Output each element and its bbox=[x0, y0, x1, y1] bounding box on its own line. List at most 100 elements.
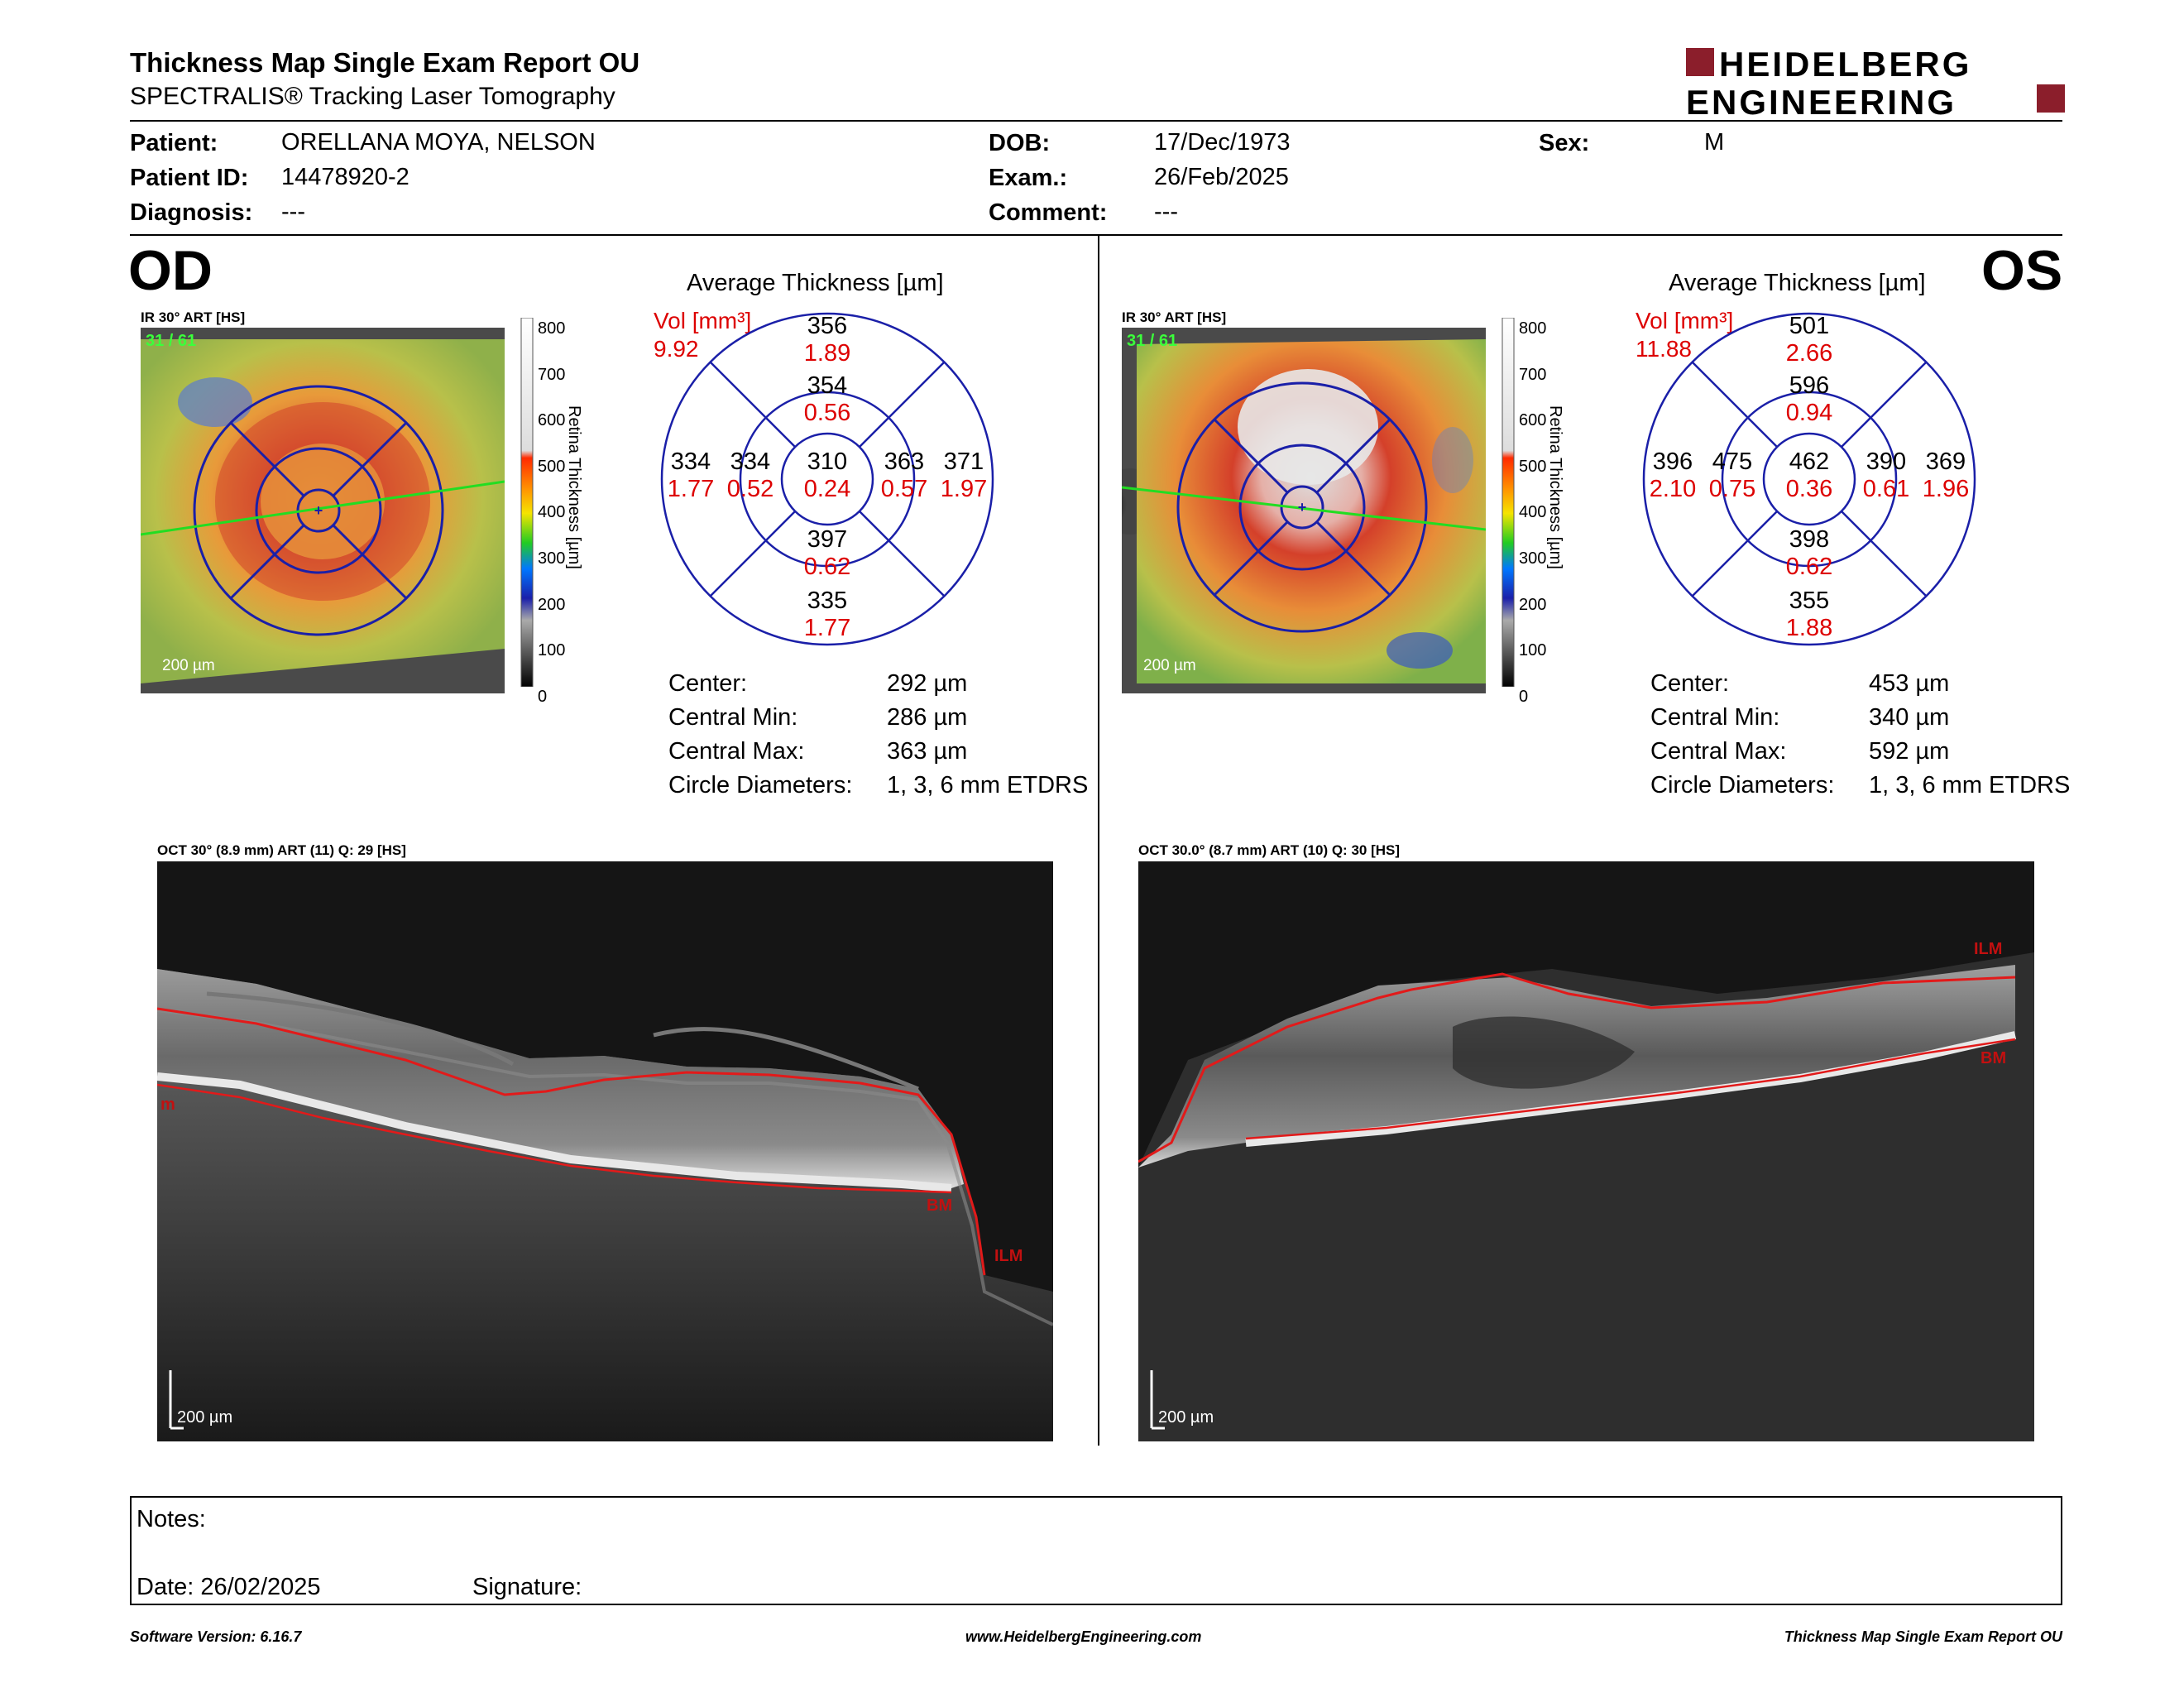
os-circle-value: 1, 3, 6 mm ETDRS bbox=[1869, 772, 2071, 798]
dob-value: 17/Dec/1973 bbox=[1154, 129, 1291, 156]
od-outer-nas-thickness: 371 bbox=[943, 448, 984, 475]
os-inner-nas-thickness: 390 bbox=[1866, 448, 1907, 475]
os-outer-nas-thickness: 369 bbox=[1925, 448, 1966, 475]
os-eye-label: OS bbox=[1981, 239, 2063, 302]
os-inner-sup-thickness: 596 bbox=[1789, 372, 1830, 399]
od-center-value: 292 µm bbox=[887, 670, 968, 697]
report-title: Thickness Map Single Exam Report OU bbox=[130, 47, 640, 78]
od-inner-sup-thickness: 354 bbox=[807, 372, 848, 399]
os-inner-inf-thickness: 398 bbox=[1789, 526, 1830, 553]
od-outer-sup-volume: 1.89 bbox=[803, 340, 851, 367]
comment-label: Comment: bbox=[989, 199, 1108, 226]
os-cb-tick: 500 bbox=[1519, 457, 1547, 476]
patient-label: Patient: bbox=[130, 130, 218, 156]
os-oct-bscan: ILM BM 200 µm bbox=[1138, 861, 2034, 1441]
od-outer-temp-thickness: 334 bbox=[670, 448, 711, 475]
od-cb-tick: 100 bbox=[538, 641, 566, 660]
os-map-scale: 200 µm bbox=[1143, 657, 1196, 674]
svg-text:+: + bbox=[1298, 499, 1307, 516]
od-cb-tick: 500 bbox=[538, 457, 566, 476]
sex-label: Sex: bbox=[1539, 130, 1590, 156]
os-cmin-label: Central Min: bbox=[1650, 704, 1780, 731]
od-center-label: Center: bbox=[668, 670, 748, 697]
os-cmax-value: 592 µm bbox=[1869, 738, 1950, 765]
od-vol-label: Vol [mm³] bbox=[654, 308, 752, 333]
os-cmin-value: 340 µm bbox=[1869, 704, 1950, 731]
os-cb-tick: 400 bbox=[1519, 503, 1547, 522]
notes-box[interactable]: Notes: Date: 26/02/2025 Signature: bbox=[130, 1496, 2062, 1605]
od-oct-tag-ilm: ILM bbox=[994, 1247, 1023, 1265]
od-cb-tick: 200 bbox=[538, 595, 566, 614]
od-outer-inf-thickness: 335 bbox=[807, 587, 848, 614]
os-cb-tick: 600 bbox=[1519, 411, 1547, 430]
od-map-scale: 200 µm bbox=[162, 657, 215, 674]
logo-square-bottom bbox=[2037, 84, 2065, 113]
os-outer-sup-volume: 2.66 bbox=[1785, 340, 1833, 367]
exam-value: 26/Feb/2025 bbox=[1154, 164, 1289, 190]
header-divider bbox=[130, 120, 2062, 122]
patient-id-label: Patient ID: bbox=[130, 165, 249, 191]
od-oct-tag-bm: BM bbox=[927, 1196, 952, 1215]
od-cb-tick: 300 bbox=[538, 549, 566, 568]
os-oct-tag-bm: BM bbox=[1980, 1049, 2006, 1067]
os-center-label: Center: bbox=[1650, 670, 1730, 697]
os-inner-temp-thickness: 475 bbox=[1712, 448, 1753, 475]
patient-id: 14478920-2 bbox=[281, 164, 410, 190]
od-cb-tick: 600 bbox=[538, 411, 566, 430]
od-oct-scale: 200 µm bbox=[177, 1408, 232, 1427]
od-circle-value: 1, 3, 6 mm ETDRS bbox=[887, 772, 1089, 798]
os-outer-inf-volume: 1.88 bbox=[1785, 615, 1833, 641]
svg-text:Retina Thickness [µm]: Retina Thickness [µm] bbox=[565, 405, 583, 569]
os-etdrs-grid bbox=[1642, 312, 1976, 646]
od-outer-temp-volume: 1.77 bbox=[667, 476, 715, 502]
heidelberg-logo: HEIDELBERG ENGINEERING bbox=[1686, 45, 2065, 119]
notes-label: Notes: bbox=[136, 1506, 206, 1532]
os-center-volume: 0.36 bbox=[1785, 476, 1833, 502]
os-outer-sup-thickness: 501 bbox=[1789, 313, 1830, 339]
os-cb-tick: 100 bbox=[1519, 641, 1547, 660]
logo-line1: HEIDELBERG bbox=[1719, 45, 1971, 84]
od-inner-inf-thickness: 397 bbox=[807, 526, 848, 553]
od-inner-nas-thickness: 363 bbox=[884, 448, 925, 475]
od-cb-tick: 800 bbox=[538, 319, 566, 338]
svg-text:+: + bbox=[314, 502, 323, 519]
os-inner-inf-volume: 0.62 bbox=[1785, 554, 1833, 580]
dob-label: DOB: bbox=[989, 130, 1051, 156]
od-sector-values: 356 1.89 354 0.56 334 1.77 334 0.52 310 0.24 … bbox=[658, 309, 997, 649]
od-ir-label: IR 30° ART [HS] bbox=[141, 309, 246, 325]
od-inner-temp-thickness: 334 bbox=[730, 448, 771, 475]
footer-report-name: Thickness Map Single Exam Report OU bbox=[1784, 1628, 2062, 1645]
od-eye-label: OD bbox=[128, 239, 213, 302]
os-inner-temp-volume: 0.75 bbox=[1708, 476, 1756, 502]
od-colorbar bbox=[508, 317, 599, 688]
os-inner-sup-volume: 0.94 bbox=[1785, 400, 1833, 426]
logo-square-top bbox=[1686, 48, 1714, 76]
os-vol-value: 11.88 bbox=[1636, 336, 1692, 362]
od-cmin-label: Central Min: bbox=[668, 704, 798, 731]
os-cb-tick: 300 bbox=[1519, 549, 1547, 568]
od-cb-tick: 400 bbox=[538, 503, 566, 522]
od-colorbar-title: Retina Thickness [µm] bbox=[565, 405, 583, 569]
od-outer-inf-volume: 1.77 bbox=[803, 615, 851, 641]
os-cb-tick: 200 bbox=[1519, 595, 1547, 614]
od-outer-nas-volume: 1.97 bbox=[940, 476, 988, 502]
od-oct-label: OCT 30° (8.9 mm) ART (11) Q: 29 [HS] bbox=[157, 842, 406, 858]
os-thickness-map: + 31 / 61 200 µm bbox=[1122, 328, 1486, 693]
os-avg-title: Average Thickness [µm] bbox=[1669, 270, 1926, 296]
diagnosis-value: --- bbox=[281, 199, 305, 225]
os-ir-label: IR 30° ART [HS] bbox=[1122, 309, 1227, 325]
od-oct-bscan: m BM ILM 200 µm bbox=[157, 861, 1053, 1441]
od-thickness-map: + 31 / 61 200 µm bbox=[141, 328, 505, 693]
patient-name: ORELLANA MOYA, NELSON bbox=[281, 129, 596, 156]
os-oct-label: OCT 30.0° (8.7 mm) ART (10) Q: 30 [HS] bbox=[1138, 842, 1401, 858]
od-center-volume: 0.24 bbox=[803, 476, 851, 502]
od-center-thickness: 310 bbox=[807, 448, 848, 475]
svg-text:Retina Thickness [µm]: Retina Thickness [µm] bbox=[1546, 405, 1564, 569]
od-frame-label: 31 / 61 bbox=[146, 332, 196, 350]
od-cmax-label: Central Max: bbox=[668, 738, 805, 765]
os-outer-inf-thickness: 355 bbox=[1789, 587, 1830, 614]
website-link[interactable]: www.HeidelbergEngineering.com bbox=[965, 1628, 1202, 1645]
od-circle-label: Circle Diameters: bbox=[668, 772, 853, 798]
os-vol-label: Vol [mm³] bbox=[1636, 308, 1734, 333]
os-cb-tick: 800 bbox=[1519, 319, 1547, 338]
